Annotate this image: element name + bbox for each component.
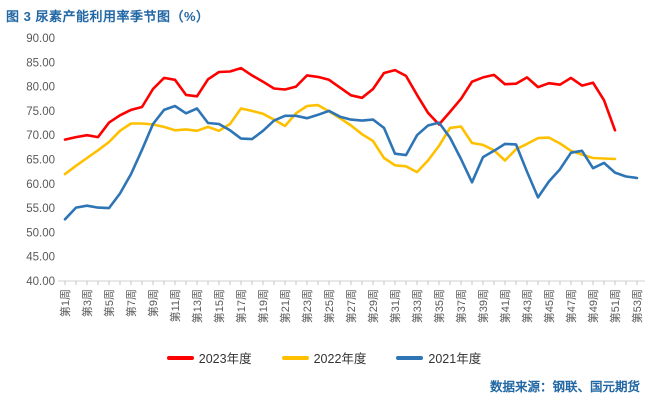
- y-axis-tick-label: 55.00: [26, 203, 55, 215]
- y-axis-tick-label: 40.00: [26, 276, 55, 288]
- x-axis-tick-label: 第43周: [520, 289, 534, 323]
- legend-item-2023: 2023年度: [166, 348, 252, 367]
- x-axis-tick-label: 第17周: [234, 289, 248, 323]
- x-axis-tick-label: 第47周: [564, 289, 578, 323]
- legend-label-2021: 2021年度: [428, 352, 482, 366]
- series-line-2023年度: [63, 66, 617, 141]
- x-axis-tick-label: 第33周: [410, 289, 424, 323]
- x-axis-tick-label: 第49周: [586, 289, 600, 323]
- y-axis-tick-label: 85.00: [26, 57, 55, 69]
- y-axis-tick-label: 45.00: [26, 252, 55, 264]
- legend-marker-2023: [166, 355, 194, 360]
- legend-item-2022: 2022年度: [281, 348, 367, 367]
- x-axis-tick-label: 第23周: [300, 289, 314, 323]
- x-axis-tick-label: 第37周: [454, 289, 468, 323]
- x-axis-tick-label: 第39周: [476, 289, 490, 323]
- series-line-2022年度: [63, 103, 617, 176]
- x-axis-tick-label: 第13周: [190, 289, 204, 323]
- y-axis-tick-label: 75.00: [26, 106, 55, 118]
- x-axis-tick-label: 第3周: [80, 289, 94, 317]
- series-line-2021年度: [63, 104, 639, 221]
- x-axis-tick-label: 第31周: [388, 289, 402, 323]
- y-axis-tick-label: 70.00: [26, 130, 55, 142]
- y-axis-tick-label: 65.00: [26, 155, 55, 167]
- chart-title: 图 3 尿素产能利用率季节图（%）: [6, 9, 210, 24]
- x-axis-tick-label: 第29周: [366, 289, 380, 323]
- x-axis-tick-label: 第5周: [102, 289, 116, 317]
- data-source-note: 数据来源：钢联、国元期货: [489, 380, 640, 394]
- x-axis-tick-label: 第21周: [278, 289, 292, 323]
- y-axis-tick-label: 80.00: [26, 82, 55, 94]
- y-axis-tick-label: 50.00: [26, 227, 55, 239]
- x-axis-tick-label: 第41周: [498, 289, 512, 323]
- x-axis-tick-label: 第35周: [432, 289, 446, 323]
- legend-item-2021: 2021年度: [396, 348, 481, 367]
- legend-marker-2022: [281, 355, 309, 360]
- x-axis-tick-label: 第11周: [168, 289, 182, 322]
- x-axis-tick-label: 第45周: [542, 289, 556, 323]
- x-axis-tick-label: 第25周: [322, 289, 336, 323]
- legend-marker-2021: [396, 355, 424, 360]
- legend-label-2023: 2023年度: [198, 352, 252, 366]
- x-axis-tick-label: 第27周: [344, 289, 358, 323]
- y-axis-tick-label: 90.00: [26, 33, 55, 45]
- x-axis-tick-label: 第53周: [630, 289, 644, 323]
- x-axis-tick-label: 第1周: [58, 289, 72, 317]
- x-axis-tick-label: 第51周: [608, 289, 622, 323]
- x-axis-tick-label: 第19周: [256, 289, 270, 323]
- x-axis-tick-label: 第15周: [212, 289, 226, 323]
- x-axis-tick-label: 第9周: [146, 289, 160, 317]
- legend-label-2022: 2022年度: [313, 352, 367, 366]
- x-axis-tick-label: 第7周: [124, 289, 138, 317]
- chart-legend: 2023年度 2022年度 2021年度: [0, 348, 648, 367]
- y-axis-tick-label: 60.00: [26, 179, 55, 191]
- chart-canvas: 90.00 85.00 80.00 75.00 70.00 65.00 60.00 55.00…: [26, 33, 645, 323]
